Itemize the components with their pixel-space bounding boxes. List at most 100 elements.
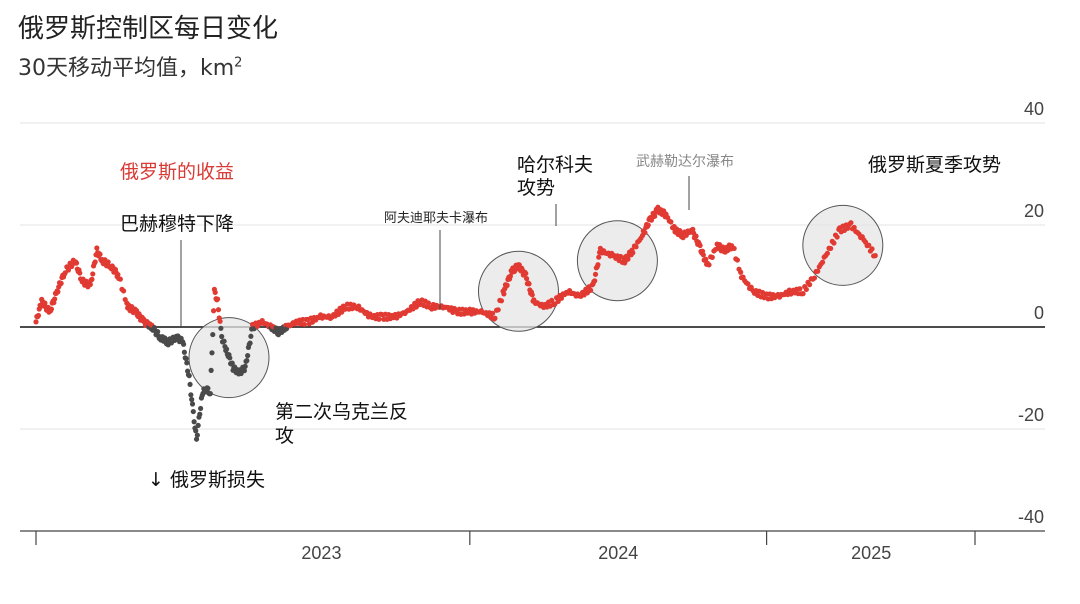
data-point	[229, 360, 235, 366]
data-point	[248, 333, 254, 339]
data-point	[797, 286, 803, 292]
data-point	[869, 246, 875, 252]
data-point	[706, 262, 712, 268]
data-point	[217, 318, 223, 324]
data-point	[215, 307, 222, 313]
data-point	[65, 267, 72, 273]
data-point	[745, 281, 751, 287]
data-point	[866, 242, 872, 248]
data-point	[501, 291, 507, 297]
data-point	[425, 300, 432, 306]
y-tick-label: -40	[1018, 507, 1044, 527]
data-point	[596, 254, 602, 260]
data-point	[55, 289, 61, 295]
data-point	[180, 341, 187, 347]
annotation-gains: 俄罗斯的收益	[120, 161, 234, 183]
data-point	[210, 331, 216, 338]
data-point	[198, 405, 204, 412]
data-point	[223, 346, 230, 352]
data-point	[668, 219, 674, 225]
data-point	[734, 257, 741, 263]
y-tick-label: 0	[1034, 303, 1044, 323]
data-point	[872, 253, 878, 259]
data-point	[191, 419, 197, 425]
data-point	[115, 271, 121, 278]
data-point	[630, 250, 636, 256]
data-point	[210, 308, 217, 314]
data-point	[208, 367, 214, 373]
data-point	[588, 287, 594, 293]
annotation-vuhledar: 武赫勒达尔瀑布	[636, 154, 734, 170]
data-point	[697, 242, 703, 249]
data-point	[212, 289, 218, 296]
data-point	[800, 291, 806, 297]
data-point	[526, 281, 532, 287]
data-point	[642, 229, 648, 236]
data-point	[645, 222, 651, 228]
data-point	[693, 233, 699, 239]
data-point	[819, 259, 826, 265]
data-point	[492, 315, 498, 321]
annotation-kharkiv-line2: 攻势	[517, 177, 555, 199]
data-point	[194, 432, 200, 438]
data-point	[703, 256, 709, 262]
data-point	[188, 392, 194, 398]
data-point	[58, 280, 64, 286]
data-point	[834, 234, 840, 240]
data-point	[738, 269, 744, 275]
data-point	[495, 307, 501, 313]
data-point	[193, 436, 200, 442]
data-point	[193, 428, 199, 434]
data-point	[504, 282, 510, 288]
data-point	[523, 270, 529, 277]
data-point	[828, 245, 834, 252]
data-point	[848, 220, 854, 226]
annotation-bakhmut: 巴赫穆特下降	[120, 213, 234, 235]
data-point	[221, 338, 227, 344]
data-point	[709, 254, 715, 260]
data-point	[700, 252, 706, 258]
data-point	[558, 295, 565, 301]
data-point	[94, 245, 100, 251]
data-points	[33, 204, 878, 442]
data-point	[806, 282, 813, 288]
data-point	[189, 396, 195, 403]
data-point	[595, 262, 601, 268]
data-point	[851, 224, 857, 231]
data-point	[803, 286, 809, 293]
subtitle-text: 30天移动平均值，km	[18, 56, 235, 81]
data-point	[207, 391, 213, 397]
data-point	[824, 250, 831, 256]
x-axis: 2023 2024 2025	[20, 530, 1045, 563]
data-point	[507, 273, 513, 279]
data-point	[189, 401, 196, 407]
x-tick-label: 2023	[301, 543, 341, 563]
data-point	[52, 296, 58, 302]
y-tick-label: 40	[1024, 99, 1044, 119]
data-point	[731, 245, 737, 252]
data-point	[190, 408, 196, 415]
data-point	[87, 281, 93, 288]
data-point	[242, 363, 248, 369]
data-point	[218, 325, 224, 331]
data-point	[592, 271, 599, 277]
data-point	[241, 368, 247, 374]
annotation-counteroffensive-line1: 第二次乌克兰反	[275, 401, 408, 423]
data-point	[92, 259, 98, 265]
data-point	[811, 275, 818, 281]
data-point	[555, 298, 561, 305]
y-tick-label: -20	[1018, 405, 1044, 425]
annotation-losses: ↓ 俄罗斯损失	[148, 469, 265, 491]
data-point	[652, 213, 658, 219]
data-point	[245, 353, 251, 359]
data-point	[155, 329, 161, 335]
data-point	[89, 276, 95, 282]
data-point	[97, 251, 103, 257]
data-point	[219, 333, 225, 340]
data-point	[523, 275, 530, 282]
subtitle-superscript: 2	[234, 55, 243, 71]
data-point	[633, 244, 639, 250]
chart-subtitle: 30天移动平均值，km2	[18, 50, 242, 82]
annotation-kharkiv-line1: 哈尔科夫	[517, 154, 593, 176]
data-point	[247, 340, 253, 346]
